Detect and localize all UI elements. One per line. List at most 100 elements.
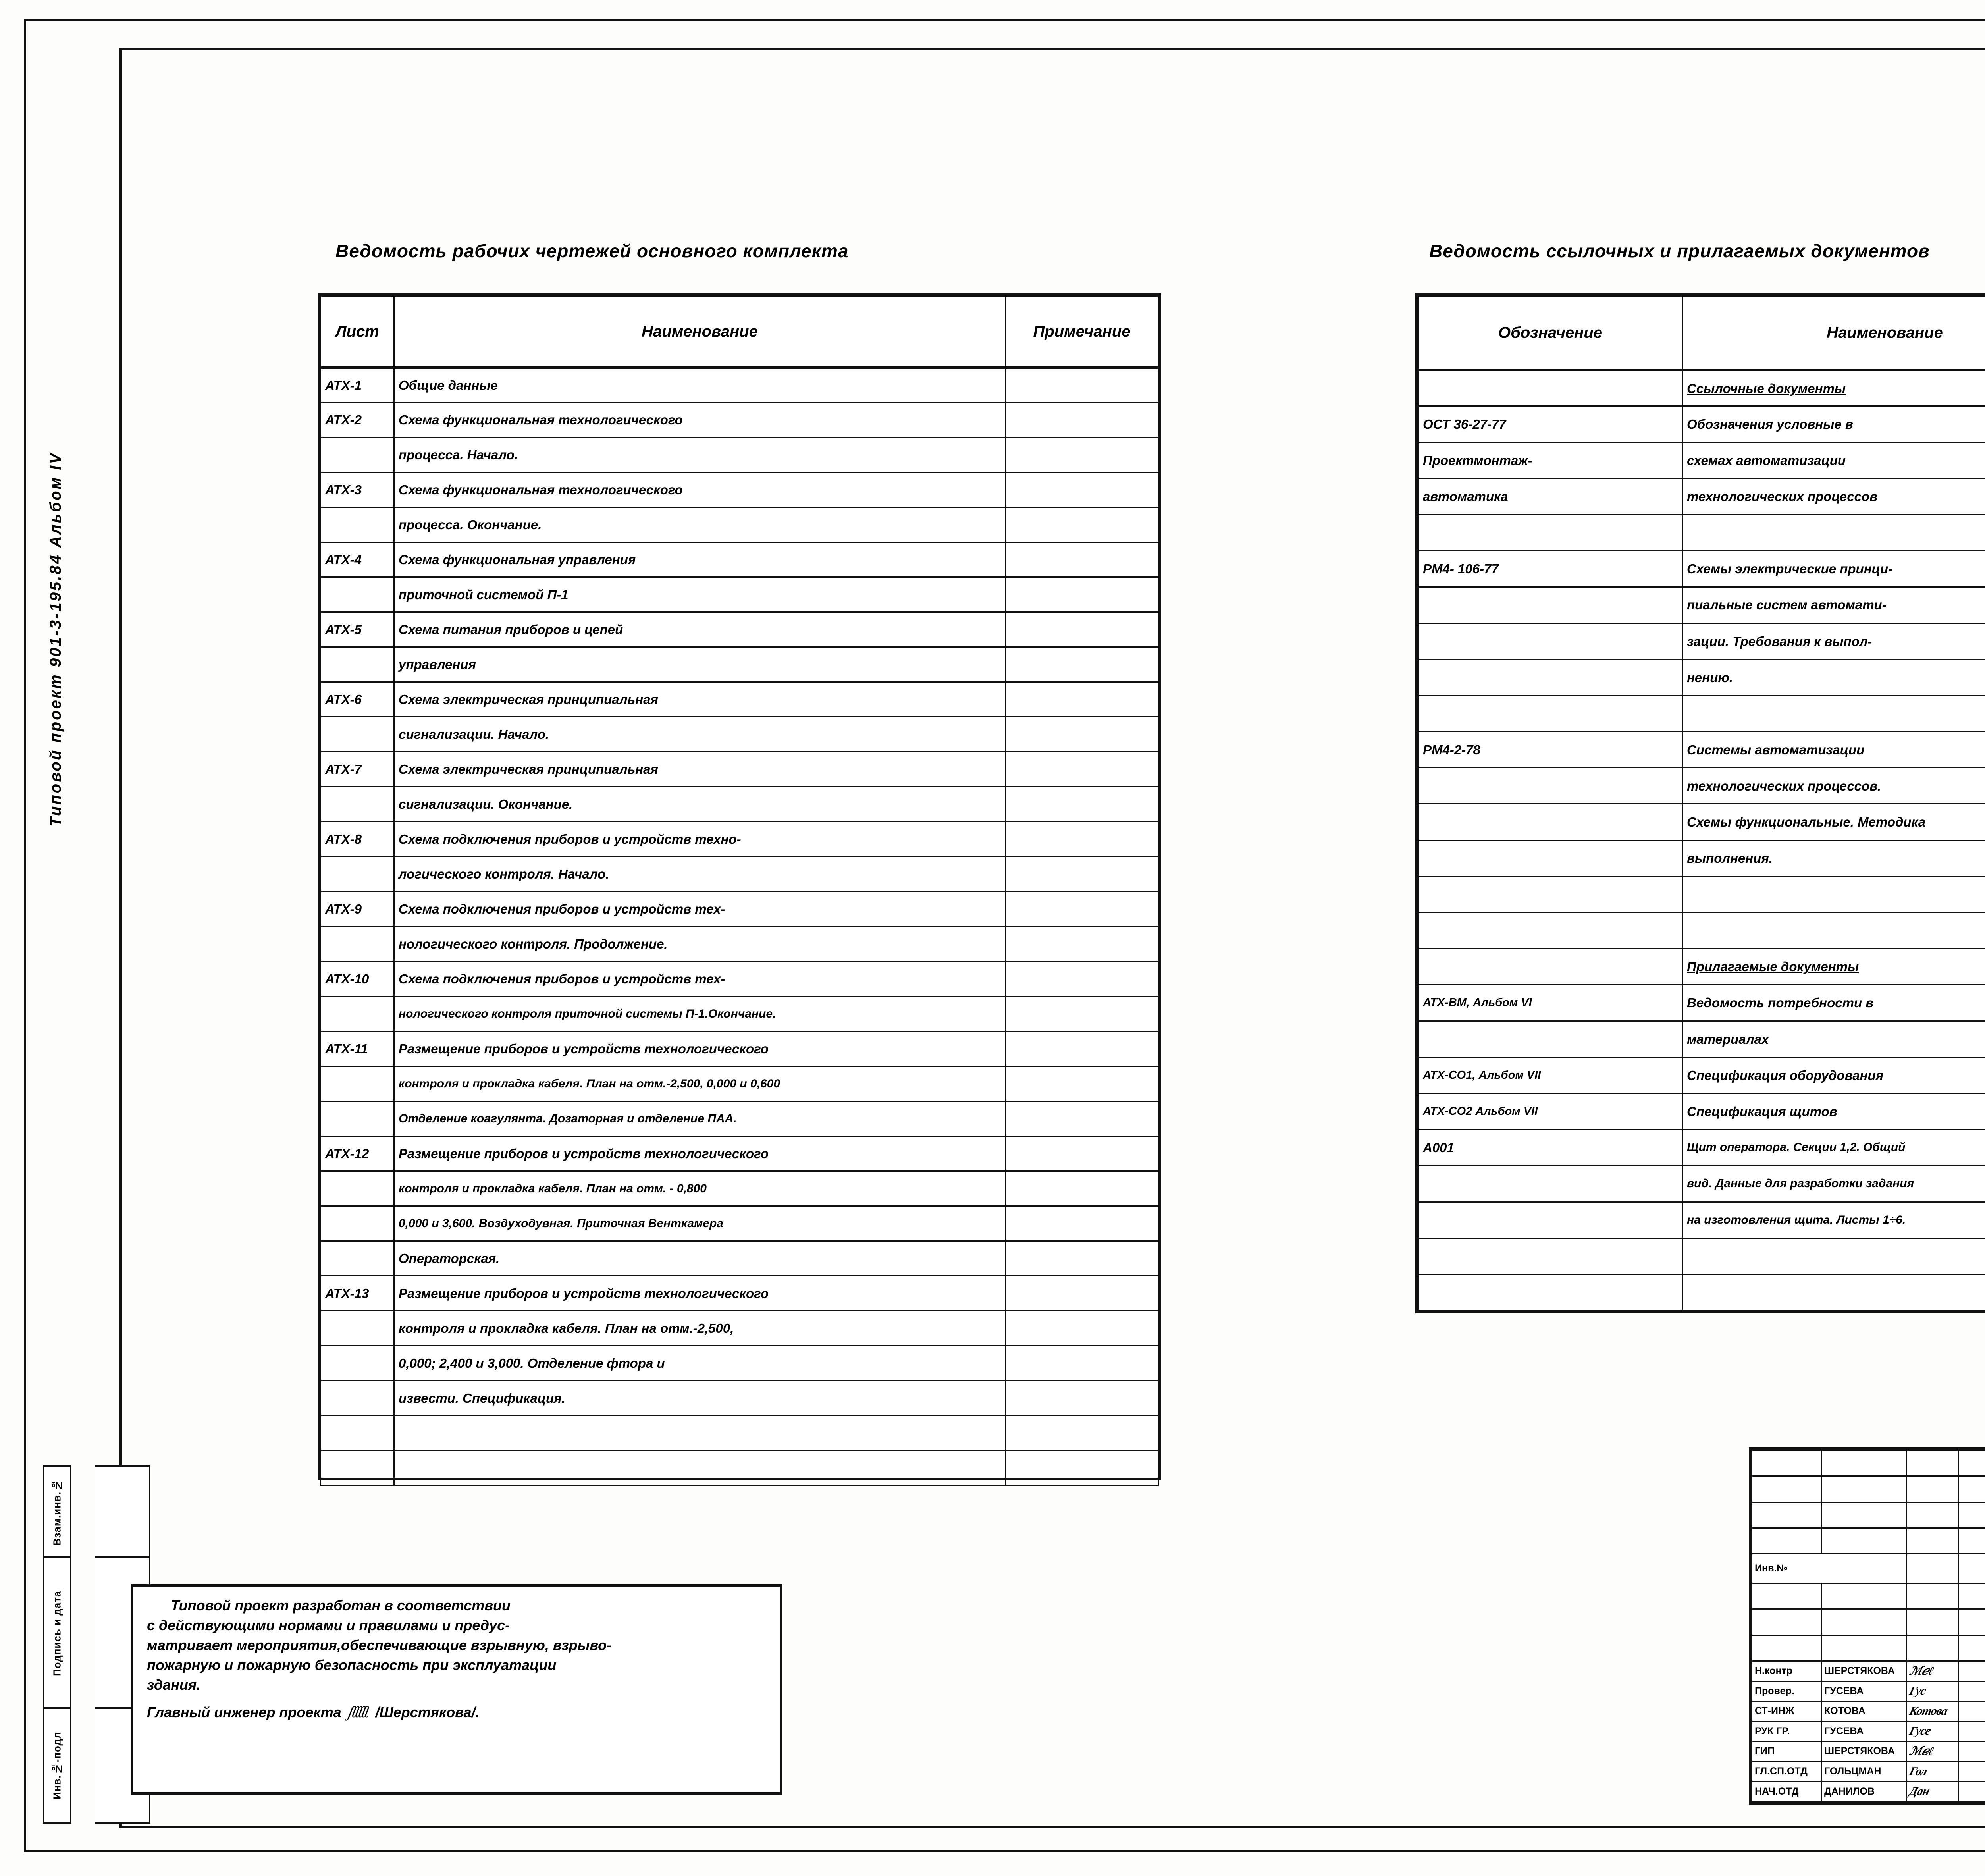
table-row: АТХ-7 Схема электрическая принципиальная (320, 751, 1159, 787)
sheet-note (1005, 856, 1159, 892)
doc-name: Схемы функциональные. Методика (1682, 803, 1985, 841)
tb-cell-blank (1751, 1475, 1822, 1503)
table-row: АТХ-СО1, Альбом VII Спецификация оборудов… (1418, 1057, 1985, 1094)
tb-cell-blank (1821, 1449, 1907, 1477)
tb-cell-blank (1906, 1582, 1959, 1610)
group-code (1418, 369, 1683, 407)
tb-cell-blank (1906, 1608, 1959, 1636)
sheet-note (1005, 1380, 1159, 1416)
empty-cell (320, 1450, 395, 1486)
sheet-note (1005, 751, 1159, 787)
table-row (1418, 695, 1985, 733)
note-line-2: с действующими нормами и правилами и пре… (147, 1617, 510, 1633)
sheet-name: сигнализации. Начало. (393, 716, 1006, 752)
note-line-1: Типовой проект разработан в соответствии (171, 1597, 511, 1614)
table-row: управления (320, 646, 1159, 683)
table-row: сигнализации. Окончание. (320, 786, 1159, 822)
sheet-code: АТХ-1 (320, 367, 395, 403)
tb-cell-blank (1958, 1475, 1985, 1503)
sheet-note (1005, 472, 1159, 508)
group-code (1418, 948, 1683, 985)
table-row: 0,000; 2,400 и 3,000. Отделение фтора и (320, 1345, 1159, 1381)
chief-engineer-name: /Шерстякова/. (375, 1704, 480, 1720)
doc-name (1682, 875, 1985, 913)
role-date (1958, 1760, 1985, 1782)
tb-cell-blank (1906, 1527, 1959, 1555)
table-row: технологических процессов. (1418, 767, 1985, 805)
inv-no-label: Инв.№ (1751, 1553, 1907, 1584)
doc-name: технологических процессов (1682, 478, 1985, 515)
role-name: КОТОВА (1821, 1701, 1907, 1722)
sheet-code (320, 1170, 395, 1207)
sheet-name: Размещение приборов и устройств технолог… (393, 1136, 1006, 1172)
table-row: Операторская. (320, 1240, 1159, 1276)
role-label: СТ-ИНЖ (1751, 1701, 1822, 1722)
sheet-name: Размещение приборов и устройств технолог… (393, 1031, 1006, 1067)
table-row: РМ4- 106-77 Схемы электрические принци- (1418, 550, 1985, 588)
sheet-code (320, 786, 395, 822)
sheet-note (1005, 1240, 1159, 1276)
table-row: нологического контроля приточной системы… (320, 996, 1159, 1032)
sheet-code (320, 1310, 395, 1346)
role-name: ДАНИЛОВ (1821, 1781, 1907, 1802)
role-label: Н.контр (1751, 1660, 1822, 1682)
role-signature: Гусе (1906, 1720, 1959, 1742)
table-row: АТХ-1 Общие данные (320, 367, 1159, 403)
tb-cell-blank (1958, 1582, 1985, 1610)
note-line-4: пожарную и пожарную безопасность при экс… (147, 1656, 557, 1673)
doc-designation: РМ4-2-78 (1418, 731, 1683, 769)
tb-cell-blank (1821, 1608, 1907, 1636)
sheet-name: управления (393, 646, 1006, 683)
sheet-name: Схема подключения приборов и устройств т… (393, 891, 1006, 927)
tb-cell-blank (1906, 1634, 1959, 1662)
sheet-code (320, 437, 395, 473)
tb-cell-blank (1906, 1475, 1959, 1503)
tb-cell-blank (1958, 1608, 1985, 1636)
table-row: контроля и прокладка кабеля. План на отм… (320, 1066, 1159, 1102)
sheet-code (320, 1205, 395, 1242)
doc-designation (1418, 659, 1683, 696)
tb-cell-blank (1906, 1501, 1959, 1529)
table-row: АТХ-9 Схема подключения приборов и устрой… (320, 891, 1159, 927)
table-row: АТХ-8 Схема подключения приборов и устрой… (320, 821, 1159, 857)
doc-designation (1418, 622, 1683, 660)
drawing-list-table: Лист Наименование Примечание АТХ-1 Общие дан… (318, 293, 1161, 1486)
sheet-code: АТХ-6 (320, 681, 395, 717)
role-name: ГУСЕВА (1821, 1680, 1907, 1702)
table-row: Схемы функциональные. Методика (1418, 803, 1985, 841)
table-row: АТХ-5 Схема питания приборов и цепей (320, 611, 1159, 648)
sheet-code (320, 996, 395, 1032)
doc-name: Спецификация щитов (1682, 1093, 1985, 1130)
sheet-note (1005, 1031, 1159, 1067)
sheet-name: 0,000 и 3,600. Воздуходувная. Приточная … (393, 1205, 1006, 1242)
sheet-note (1005, 996, 1159, 1032)
doc-name: схемах автоматизации (1682, 442, 1985, 479)
reference-docs-table: ОбозначениеНаименованиеПримечаниеСсылочн… (1415, 293, 1985, 1313)
tb-cell-blank (1958, 1527, 1985, 1555)
doc-designation (1418, 1273, 1683, 1311)
sheet-note (1005, 437, 1159, 473)
doc-name: материалах (1682, 1020, 1985, 1058)
group-title: Ссылочные документы (1682, 369, 1985, 407)
album-stamp: Типовой проект 901-3-195.84 Альбом IV (47, 451, 64, 827)
table-row: вид. Данные для разработки задания (1418, 1165, 1985, 1203)
sheet-code (320, 1066, 395, 1102)
tb-cell-blank (1821, 1582, 1907, 1610)
sheet-code: АТХ-12 (320, 1136, 395, 1172)
empty-cell (393, 1415, 1006, 1451)
tb-cell-blank (1751, 1608, 1822, 1636)
empty-cell (1005, 1415, 1159, 1451)
note-line-5: здания. (147, 1676, 201, 1693)
doc-name: Спецификация оборудования (1682, 1057, 1985, 1094)
stamp-box-vzam: Взам.инв.№ (43, 1465, 71, 1560)
table-row (1418, 1237, 1985, 1275)
sheet-name: Схема функциональная технологического (393, 402, 1006, 438)
table-row: 0,000 и 3,600. Воздуходувная. Приточная … (320, 1205, 1159, 1242)
doc-name (1682, 912, 1985, 949)
role-label: РУК ГР. (1751, 1720, 1822, 1742)
sheet-note (1005, 542, 1159, 578)
left-table-header-0: Лист (320, 295, 395, 369)
table-row: автоматика технологических процессов (1418, 478, 1985, 515)
sheet-code: АТХ-11 (320, 1031, 395, 1067)
role-signature: Котова (1906, 1701, 1959, 1722)
